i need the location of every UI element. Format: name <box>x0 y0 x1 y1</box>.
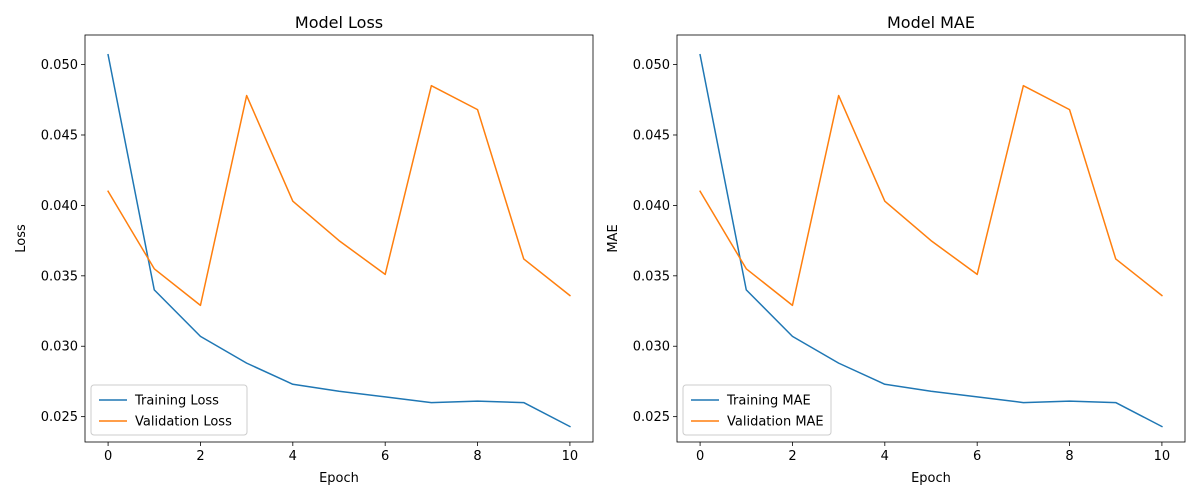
y-tick-label: 0.035 <box>41 269 78 284</box>
x-tick-label: 4 <box>289 449 297 464</box>
x-tick-label: 0 <box>696 449 704 464</box>
chart-title: Model Loss <box>295 13 383 32</box>
plot-frame <box>84 34 594 443</box>
x-tick-label: 8 <box>1065 449 1073 464</box>
y-tick-label: 0.025 <box>41 410 78 425</box>
y-tick-label: 0.050 <box>633 58 670 73</box>
y-tick-label: 0.040 <box>633 199 670 214</box>
legend-label: Validation Loss <box>135 415 232 430</box>
legend-box <box>90 384 248 436</box>
series-line-validation-mae <box>699 84 1163 307</box>
legend-label: Training MAE <box>726 394 811 409</box>
x-tick-label: 4 <box>881 449 889 464</box>
series-line-validation-loss <box>107 84 571 307</box>
legend-label: Validation MAE <box>727 415 824 430</box>
x-tick-label: 10 <box>1154 449 1171 464</box>
x-tick-label: 6 <box>381 449 389 464</box>
y-tick-label: 0.030 <box>633 340 670 355</box>
chart-panel-1: Model Loss 0 2 4 6 8 10 0.025 0.030 0.035 0.040 0.0… <box>14 13 594 486</box>
x-tick-label: 6 <box>973 449 981 464</box>
y-axis-label: MAE <box>606 224 621 252</box>
legend-box <box>682 384 832 436</box>
legend: Training Loss Validation Loss <box>90 384 248 436</box>
x-axis-label: Epoch <box>911 471 951 486</box>
x-axis-label: Epoch <box>319 471 359 486</box>
x-tick-label: 0 <box>104 449 112 464</box>
chart-title: Model MAE <box>887 13 975 32</box>
y-tick-label: 0.050 <box>41 58 78 73</box>
legend: Training MAE Validation MAE <box>682 384 832 436</box>
x-tick-label: 8 <box>473 449 481 464</box>
x-tick-label: 2 <box>196 449 204 464</box>
series-line-training-loss <box>107 53 571 428</box>
y-tick-label: 0.030 <box>41 340 78 355</box>
x-tick-label: 10 <box>562 449 579 464</box>
y-tick-label: 0.045 <box>633 128 670 143</box>
plot-frame <box>676 34 1186 443</box>
chart-panel-2: Model MAE 0 2 4 6 8 10 0.025 0.030 0.035 0.040 0.04… <box>606 13 1186 486</box>
legend-label: Training Loss <box>134 394 219 409</box>
y-tick-label: 0.025 <box>633 410 670 425</box>
y-axis-label: Loss <box>14 224 29 253</box>
y-tick-label: 0.035 <box>633 269 670 284</box>
y-tick-label: 0.045 <box>41 128 78 143</box>
x-tick-label: 2 <box>788 449 796 464</box>
y-tick-label: 0.040 <box>41 199 78 214</box>
series-line-training-mae <box>699 53 1163 428</box>
